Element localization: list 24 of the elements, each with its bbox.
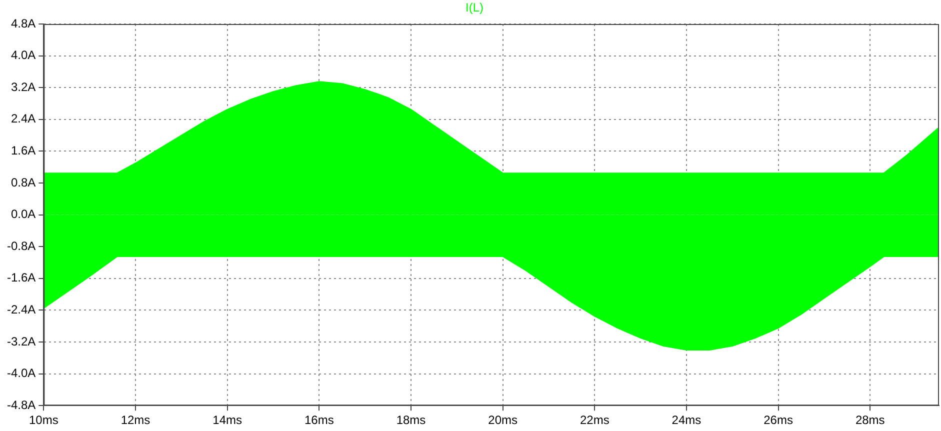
y-tick-label: 3.2A — [10, 80, 36, 94]
x-tick-label: 22ms — [580, 413, 610, 428]
x-tick-label: 28ms — [855, 413, 885, 428]
y-tick-label: 4.0A — [10, 48, 36, 62]
y-tick-label: -2.4A — [6, 302, 36, 317]
y-tick-label: -3.2A — [6, 334, 36, 348]
y-tick-label: 4.8A — [10, 16, 36, 30]
y-tick-label: 1.6A — [10, 144, 36, 158]
text: I(L) — [466, 0, 484, 14]
y-tick-label: -4.8A — [6, 398, 36, 412]
x-tick-label: 10ms — [29, 413, 58, 428]
x-tick-label: 18ms — [396, 413, 426, 428]
y-tick-label: 0.8A — [10, 175, 36, 190]
x-tick-label: 12ms — [120, 413, 150, 428]
y-tick-label: 0.0A — [10, 207, 36, 222]
x-tick-label: 14ms — [212, 413, 242, 428]
y-tick-label: -0.8A — [6, 238, 36, 253]
x-tick-label: 24ms — [672, 413, 702, 428]
y-tick-label: -1.6A — [6, 270, 36, 285]
x-tick-label: 26ms — [764, 413, 793, 428]
y-tick-label: -4.0A — [6, 366, 36, 380]
x-tick-label: 20ms — [488, 413, 518, 428]
x-tick-label: 16ms — [304, 413, 334, 428]
y-tick-label: 2.4A — [10, 112, 36, 126]
